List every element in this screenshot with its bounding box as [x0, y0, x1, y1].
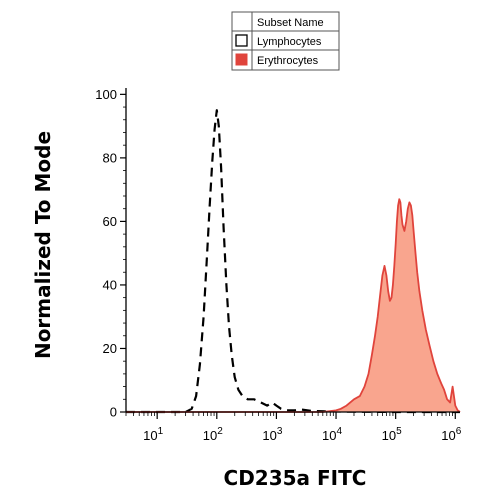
y-tick-label: 20	[103, 341, 117, 356]
series-line-erythrocytes	[126, 198, 461, 413]
x-axis-title: CD235a FITC	[224, 466, 367, 490]
y-tick-label: 80	[103, 150, 117, 165]
legend-entry-lymphocytes: Lymphocytes	[257, 36, 322, 48]
y-tick-label: 100	[95, 87, 117, 102]
x-tick-label: 103	[262, 426, 282, 443]
legend-entry-erythrocytes: Erythrocytes	[257, 55, 319, 67]
legend-header: Subset Name	[257, 17, 324, 29]
series-layer	[126, 109, 461, 414]
legend: Subset Name Lymphocytes Erythrocytes	[231, 11, 340, 71]
legend-swatch-erythrocytes	[235, 53, 248, 66]
x-tick-label: 102	[203, 426, 223, 443]
series-line-lymphocytes	[126, 109, 460, 414]
x-tick-label: 104	[322, 426, 342, 443]
y-axis-title: Normalized To Mode	[31, 131, 55, 359]
y-tick-label: 40	[103, 277, 117, 292]
x-tick-label: 101	[143, 426, 163, 443]
legend-border	[231, 11, 340, 71]
legend-swatch-lymphocytes	[235, 34, 248, 47]
x-tick-label: 106	[441, 426, 461, 443]
y-tick-label: 60	[103, 214, 117, 229]
x-tick-label: 105	[382, 426, 402, 443]
y-tick-label: 0	[110, 405, 117, 420]
series-area-erythrocytes	[126, 199, 460, 412]
axes: 0 20 40 60 80 100 101 102 103 104 105 106	[95, 87, 461, 443]
